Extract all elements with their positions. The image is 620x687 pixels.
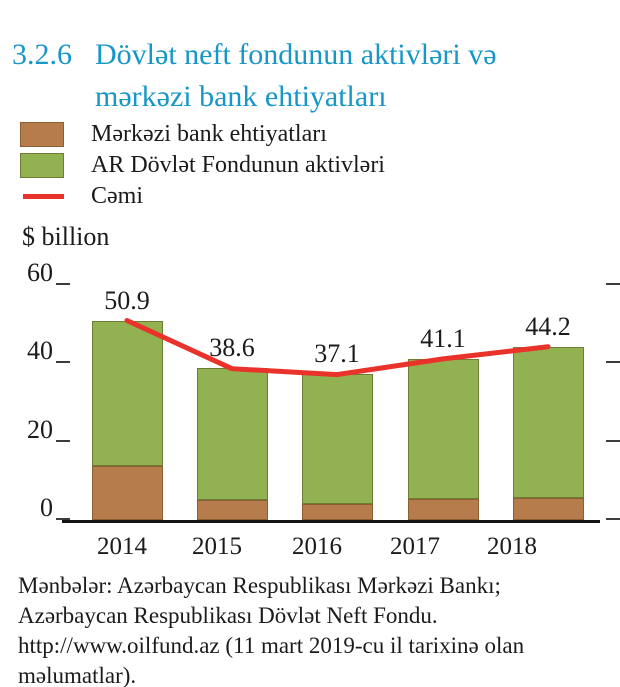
chart-area: 60 40 20 0 50.9 2014 38.6 2015 37.1 2016 41.1 2017 4… [0, 255, 620, 570]
y-tick-label: 0 [40, 493, 53, 522]
legend-item-oil-fund: AR Dövlət Fondunun aktivləri [20, 152, 385, 178]
x-axis-line [62, 520, 600, 523]
source-line-3: http://www.oilfund.az (11 mart 2019-cu i… [18, 633, 525, 658]
title-line-2: mərkəzi bank ehtiyatları [95, 80, 387, 113]
bar-value-label: 44.2 [525, 312, 571, 341]
bar-segment [408, 499, 479, 520]
bar-segment [513, 498, 584, 520]
bar-segment [302, 374, 373, 504]
total-line-swatch-icon [23, 193, 64, 199]
legend-label: Cəmi [91, 182, 143, 209]
title-line-1: Dövlət neft fondunun aktivləri və [95, 38, 497, 71]
bar-segment [197, 368, 268, 500]
bar-segment [92, 466, 163, 520]
legend-label: AR Dövlət Fondunun aktivləri [91, 151, 385, 178]
y-tick-label: 40 [27, 336, 53, 366]
bar-segment [408, 359, 479, 499]
bar-segment [92, 321, 163, 466]
legend-label: Mərkəzi bank ehtiyatları [91, 120, 327, 147]
x-tick-label: 2017 [390, 533, 440, 560]
y-axis-tick-left [56, 439, 70, 442]
y-axis-tick-right [606, 361, 620, 364]
y-axis-tick-left [56, 282, 70, 285]
source-line-4: məlumatlar). [18, 663, 137, 687]
y-axis-tick-left [56, 361, 70, 364]
y-tick-label: 20 [27, 414, 53, 444]
legend-item-central-bank: Mərkəzi bank ehtiyatları [20, 121, 385, 147]
bar-value-label: 41.1 [420, 324, 466, 353]
title-text: Dövlət neft fondunun aktivləri və mərkəz… [95, 34, 497, 118]
bar-segment [197, 500, 268, 520]
x-tick-label: 2014 [97, 533, 147, 560]
source-line-2: Azərbaycan Respublikası Dövlət Neft Fond… [18, 603, 438, 628]
x-tick-label: 2018 [487, 533, 537, 560]
y-axis-tick-right [606, 282, 620, 285]
y-axis-tick-right [606, 518, 620, 520]
bar-value-label: 37.1 [314, 339, 360, 368]
y-axis-unit-label: $ billion [22, 222, 110, 251]
bar-segment [513, 347, 584, 498]
bar-value-label: 38.6 [209, 333, 255, 362]
bar-segment [302, 504, 373, 520]
y-tick-label: 60 [27, 257, 53, 287]
y-axis-tick-right [606, 439, 620, 442]
legend: Mərkəzi bank ehtiyatları AR Dövlət Fondu… [20, 121, 385, 214]
bar-value-label: 50.9 [104, 286, 150, 315]
section-number: 3.2.6 [12, 38, 72, 71]
chart-title: 3.2.6 Dövlət neft fondunun aktivləri və … [12, 34, 497, 118]
x-tick-label: 2016 [292, 533, 342, 560]
x-tick-label: 2015 [192, 533, 242, 560]
source-line-1: Mənbələr: Azərbaycan Respublikası Mərkəz… [18, 573, 501, 598]
oil-fund-swatch-icon [20, 152, 64, 178]
source-note: Mənbələr: Azərbaycan Respublikası Mərkəz… [18, 571, 618, 687]
legend-item-total: Cəmi [20, 183, 385, 209]
central-bank-swatch-icon [20, 121, 64, 147]
y-axis-tick-left [56, 518, 70, 520]
